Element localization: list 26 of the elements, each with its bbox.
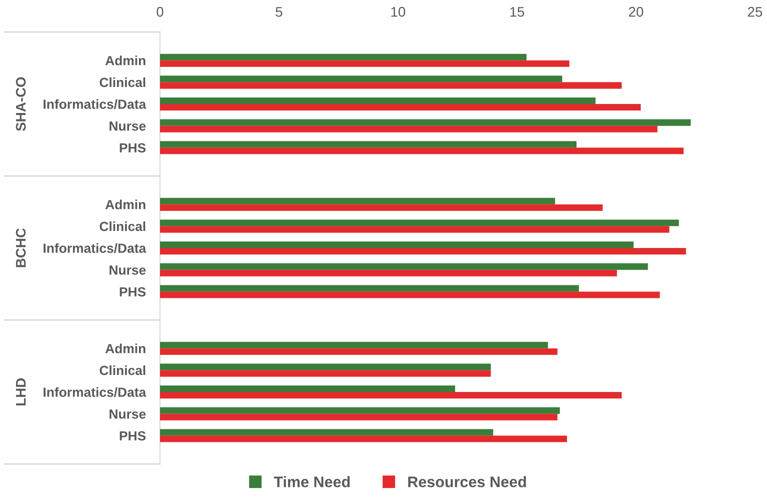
x-tick-label: 0 bbox=[156, 6, 164, 17]
y-tick-label: Nurse bbox=[110, 266, 146, 275]
y-tick-label: PHS bbox=[120, 143, 146, 153]
y-tick-label: Nurse bbox=[110, 410, 146, 419]
y-tick-label: Clinical bbox=[100, 365, 146, 376]
x-tick-label: 10 bbox=[391, 6, 406, 17]
y-tick-label: Admin bbox=[105, 200, 146, 210]
x-tick-label: 15 bbox=[510, 7, 524, 17]
y-tick-label: PHS bbox=[120, 431, 146, 441]
y-tick-label: Nurse bbox=[110, 122, 146, 131]
x-tick-label: 25 bbox=[748, 6, 762, 17]
y-tick-label: Informatics/Data bbox=[44, 243, 146, 254]
text: BCHC bbox=[16, 228, 26, 268]
y-tick-label: Admin bbox=[105, 56, 146, 66]
y-tick-label: Informatics/Data bbox=[44, 387, 146, 398]
text: SHA-CO bbox=[16, 77, 26, 131]
y-tick-label: Admin bbox=[105, 344, 146, 354]
y-tick-label: PHS bbox=[120, 287, 146, 297]
y-tick-label: Clinical bbox=[100, 221, 146, 232]
legend-label: Time Need bbox=[274, 476, 350, 488]
text: LHD bbox=[16, 378, 26, 406]
y-tick-label: Informatics/Data bbox=[44, 99, 146, 110]
x-tick-label: 5 bbox=[276, 7, 282, 17]
legend-label: Resources Need bbox=[408, 476, 526, 488]
x-tick-label: 20 bbox=[628, 6, 644, 17]
y-tick-label: Clinical bbox=[100, 77, 146, 88]
